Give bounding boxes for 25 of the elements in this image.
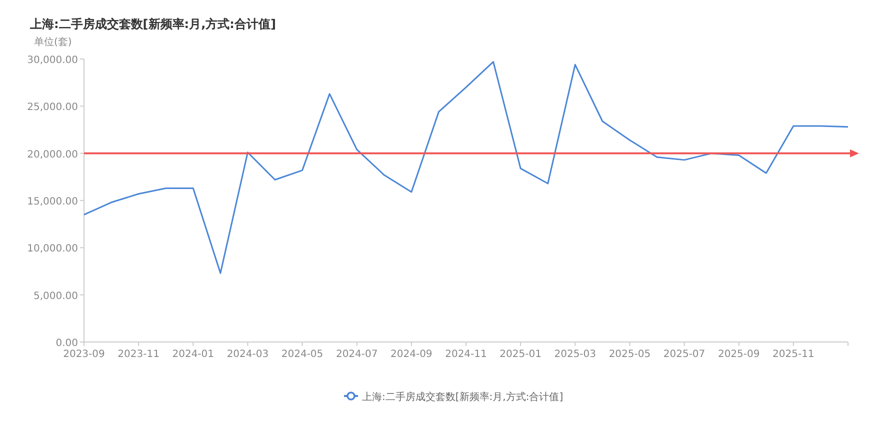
line-series — [83, 61, 849, 274]
y-tick-label: 20,000.00 — [27, 149, 78, 160]
x-tick-label: 2023-09 — [63, 349, 105, 360]
x-tick-label: 2025-07 — [663, 349, 706, 360]
x-tick-label: 2024-03 — [226, 349, 269, 360]
x-tick-label: 2025-03 — [554, 349, 596, 360]
y-tick-label: 10,000.00 — [27, 244, 78, 255]
x-tick-label: 2023-11 — [118, 349, 160, 360]
y-axis-title: 单位(套) — [34, 36, 72, 48]
y-tick-label: 25,000.00 — [27, 102, 78, 114]
y-tick-label: 15,000.00 — [27, 196, 78, 208]
y-tick-label: 5,000.00 — [33, 290, 78, 302]
x-tick-label: 2024-07 — [336, 349, 378, 360]
y-tick-label: 30,000.00 — [27, 55, 78, 66]
legend-item: 上海:二手房成交套数[新频率:月,方式:合计值] — [344, 392, 564, 403]
x-tick-label: 2025-09 — [718, 349, 760, 360]
x-tick-label: 2025-05 — [608, 349, 651, 360]
x-tick-label: 2024-05 — [281, 349, 324, 360]
x-tick-label: 2024-09 — [390, 349, 432, 360]
x-tick-label: 2025-01 — [500, 349, 542, 360]
x-tick-label: 2025-11 — [772, 349, 814, 360]
chart-title: 上海:二手房成交套数[新频率:月,方式:合计值] — [29, 17, 276, 31]
x-tick-label: 2024-01 — [172, 349, 214, 360]
x-tick-label: 2024-11 — [445, 349, 487, 360]
y-tick-label: 0.00 — [56, 338, 78, 349]
